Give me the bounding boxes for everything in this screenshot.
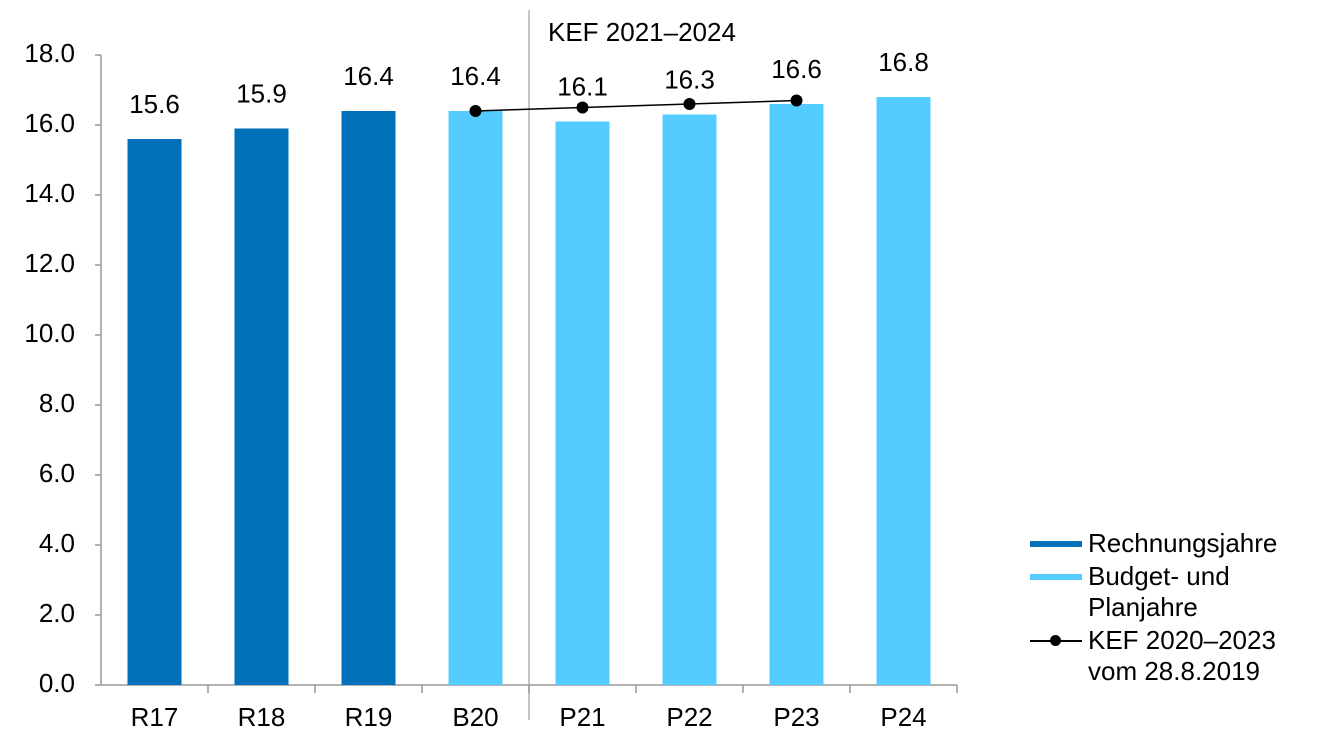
data-label: 16.4 — [343, 61, 394, 91]
legend-item: Rechnungsjahre — [1030, 528, 1320, 559]
y-tick-label: 18.0 — [24, 38, 75, 68]
x-tick-label: P24 — [880, 702, 926, 732]
line-point — [683, 98, 696, 110]
legend-label: Rechnungsjahre — [1088, 528, 1278, 558]
y-tick-label: 10.0 — [24, 318, 75, 348]
legend-swatch — [1030, 541, 1082, 547]
legend-item: KEF 2020–2023 vom 28.8.2019 — [1030, 625, 1320, 687]
legend-item: Budget- und Planjahre — [1030, 561, 1320, 623]
bar — [234, 128, 289, 685]
x-tick-label: P22 — [666, 702, 712, 732]
data-label: 16.1 — [557, 71, 608, 101]
y-tick-label: 14.0 — [24, 178, 75, 208]
x-tick-label: R17 — [131, 702, 179, 732]
y-tick-label: 8.0 — [39, 388, 75, 418]
bar — [448, 111, 503, 685]
y-tick-label: 16.0 — [24, 108, 75, 138]
data-label: 16.4 — [450, 61, 501, 91]
bar — [555, 121, 610, 685]
line-point — [576, 101, 589, 114]
bar — [341, 111, 396, 685]
line-point — [790, 94, 803, 107]
legend-swatch — [1030, 574, 1082, 580]
bar — [769, 104, 824, 685]
data-label: 16.3 — [664, 64, 715, 94]
y-tick-label: 12.0 — [24, 248, 75, 278]
y-tick-label: 4.0 — [39, 528, 75, 558]
x-tick-label: R18 — [238, 702, 286, 732]
legend: Rechnungsjahre Budget- und Planjahre KEF 2… — [1030, 528, 1320, 689]
legend-dot — [1050, 635, 1061, 646]
bar — [876, 97, 931, 685]
line — [475, 99, 797, 112]
x-tick-label: R19 — [345, 702, 393, 732]
data-label: 16.6 — [771, 54, 822, 84]
y-tick-label: 2.0 — [39, 598, 75, 628]
legend-label: KEF 2020–2023 vom 28.8.2019 — [1088, 625, 1276, 686]
data-label: 16.8 — [878, 47, 929, 77]
bar — [662, 114, 717, 685]
y-tick-label: 6.0 — [39, 458, 75, 488]
data-label: 15.6 — [129, 89, 180, 119]
annotation: KEF 2021–2024 — [548, 17, 736, 47]
line-point — [469, 105, 482, 117]
x-tick-label: P21 — [559, 702, 605, 732]
legend-label: Budget- und Planjahre — [1088, 561, 1230, 622]
x-tick-label: P23 — [773, 702, 819, 732]
x-tick-label: B20 — [452, 702, 498, 732]
y-tick-label: 0.0 — [39, 668, 75, 698]
data-label: 15.9 — [236, 78, 287, 108]
bar — [127, 139, 182, 685]
